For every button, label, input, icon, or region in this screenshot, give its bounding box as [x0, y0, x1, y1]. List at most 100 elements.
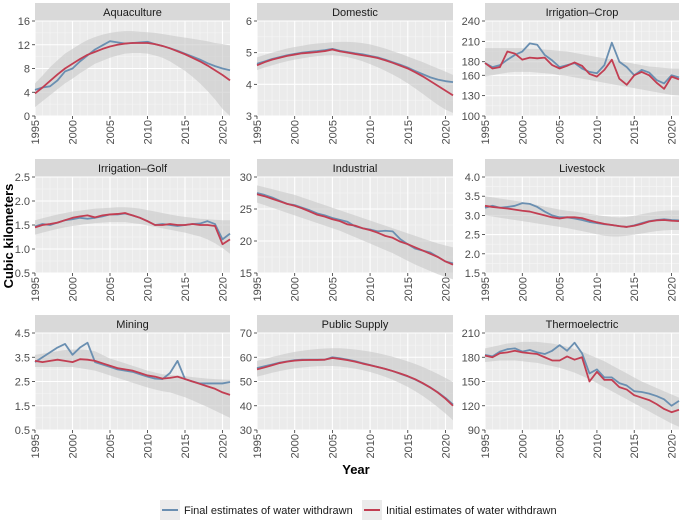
y-tick-label: 30: [240, 172, 252, 184]
y-tick-label: 12: [18, 40, 30, 52]
y-tick-label: 4: [246, 79, 252, 91]
y-tick-label: 1.5: [15, 220, 30, 232]
series-line-initial: [256, 193, 454, 266]
panel-irrigation-golf: Irrigation–Golf 0.5 1.0 1.5 2.0 2.5 1995 2000 20…: [15, 159, 231, 301]
x-tick-label: 2020: [218, 277, 230, 301]
x-tick-label: 2015: [403, 277, 415, 301]
y-tick-label: 5: [246, 48, 252, 60]
x-tick-label: 2010: [365, 277, 377, 301]
y-tick-label: 120: [462, 401, 480, 413]
y-tick-label: 6: [246, 16, 252, 28]
x-tick-label: 2020: [440, 277, 452, 301]
x-tick-label: 2015: [629, 434, 641, 458]
x-tick-label: 2020: [218, 434, 230, 458]
panel-strip: [485, 315, 679, 333]
x-tick-label: 2005: [105, 277, 117, 301]
y-tick-label: 130: [462, 91, 480, 103]
y-tick-label: 1.5: [465, 268, 480, 280]
uncertainty-band: [257, 348, 453, 421]
x-tick-label: 2005: [555, 434, 567, 458]
series-line-final: [484, 341, 680, 407]
x-tick-label: 2015: [403, 434, 415, 458]
series-line-initial: [34, 212, 231, 246]
series-line-initial: [484, 50, 680, 90]
x-tick-label: 2020: [667, 434, 679, 458]
x-tick-label: 2015: [403, 120, 415, 144]
x-tick-label: 2020: [667, 120, 679, 144]
x-tick-label: 2000: [68, 120, 80, 144]
x-tick-label: 2015: [180, 277, 192, 301]
legend: Final estimates of water withdrawn Initia…: [160, 500, 557, 520]
y-tick-label: 16: [18, 16, 30, 28]
x-tick-label: 1995: [30, 277, 42, 301]
y-tick-label: 180: [462, 352, 480, 364]
panel-livestock: Livestock 1.5 2.0 2.5 3.0 3.5 4.0 1995 2000 2005 2…: [465, 159, 680, 301]
panel-public-supply: Public Supply 30 40 50 60 70 1995 2000 2005 2010 2…: [240, 315, 454, 458]
panel-strip: [485, 159, 679, 177]
panel-strip: [257, 3, 453, 21]
y-tick-label: 3.5: [15, 352, 30, 364]
panel-strip: [485, 3, 679, 21]
y-tick-label: 4.0: [465, 172, 480, 184]
panel-title: Thermoelectric: [546, 319, 619, 331]
x-tick-label: 2015: [180, 120, 192, 144]
y-tick-label: 30: [240, 425, 252, 437]
y-tick-label: 15: [240, 268, 252, 280]
legend-entry-label: Initial estimates of water withdrawn: [386, 505, 557, 517]
x-tick-label: 1995: [252, 277, 264, 301]
panel-title: Irrigation–Crop: [546, 7, 619, 19]
uncertainty-band: [35, 349, 230, 418]
x-tick-label: 2005: [105, 434, 117, 458]
x-tick-label: 2010: [365, 434, 377, 458]
x-tick-label: 2000: [517, 277, 529, 301]
x-tick-label: 2005: [327, 120, 339, 144]
x-tick-label: 2000: [517, 434, 529, 458]
x-tick-label: 2010: [592, 120, 604, 144]
x-tick-label: 1995: [480, 120, 492, 144]
x-tick-label: 2020: [667, 277, 679, 301]
series-line-initial: [256, 357, 454, 407]
x-tick-label: 2015: [629, 120, 641, 144]
x-tick-label: 2010: [592, 434, 604, 458]
x-tick-label: 1995: [480, 277, 492, 301]
y-tick-label: 210: [462, 36, 480, 48]
y-tick-label: 50: [240, 377, 252, 389]
x-tick-label: 2000: [68, 277, 80, 301]
y-tick-label: 60: [240, 352, 252, 364]
y-tick-label: 160: [462, 70, 480, 82]
series-line-initial: [34, 358, 231, 396]
x-tick-label: 2005: [327, 277, 339, 301]
y-tick-label: 4: [24, 87, 30, 99]
x-tick-label: 2015: [180, 434, 192, 458]
y-tick-label: 180: [462, 57, 480, 69]
series-line-initial: [484, 349, 680, 414]
y-tick-label: 0.5: [15, 425, 30, 437]
x-tick-label: 2005: [555, 120, 567, 144]
y-tick-label: 3.5: [465, 191, 480, 203]
panel-title: Mining: [116, 319, 148, 331]
y-tick-label: 2.0: [15, 196, 30, 208]
x-tick-label: 2000: [517, 120, 529, 144]
x-tick-label: 2010: [143, 120, 155, 144]
series-line-initial: [484, 204, 680, 228]
legend-entry-label: Final estimates of water withdrawn: [184, 505, 353, 517]
x-tick-label: 2010: [143, 277, 155, 301]
series-line-initial: [34, 42, 231, 95]
x-tick-label: 2000: [290, 434, 302, 458]
x-axis-label: Year: [342, 462, 369, 477]
panel-domestic: Domestic 3 4 5 6 1995 2000 2005 2010 2015 2020: [246, 3, 454, 144]
x-tick-label: 2000: [290, 277, 302, 301]
panel-industrial: Industrial 15 20 25 30 1995 2000 2005 2010 2015 20…: [240, 159, 454, 301]
y-tick-label: 2.5: [15, 172, 30, 184]
x-tick-label: 2000: [290, 120, 302, 144]
panel-strip: [35, 3, 230, 21]
y-tick-label: 4.5: [15, 328, 30, 340]
x-tick-label: 2020: [218, 120, 230, 144]
y-tick-label: 8: [24, 64, 30, 76]
x-tick-label: 2015: [629, 277, 641, 301]
y-tick-label: 3.0: [465, 210, 480, 222]
x-tick-label: 2000: [68, 434, 80, 458]
